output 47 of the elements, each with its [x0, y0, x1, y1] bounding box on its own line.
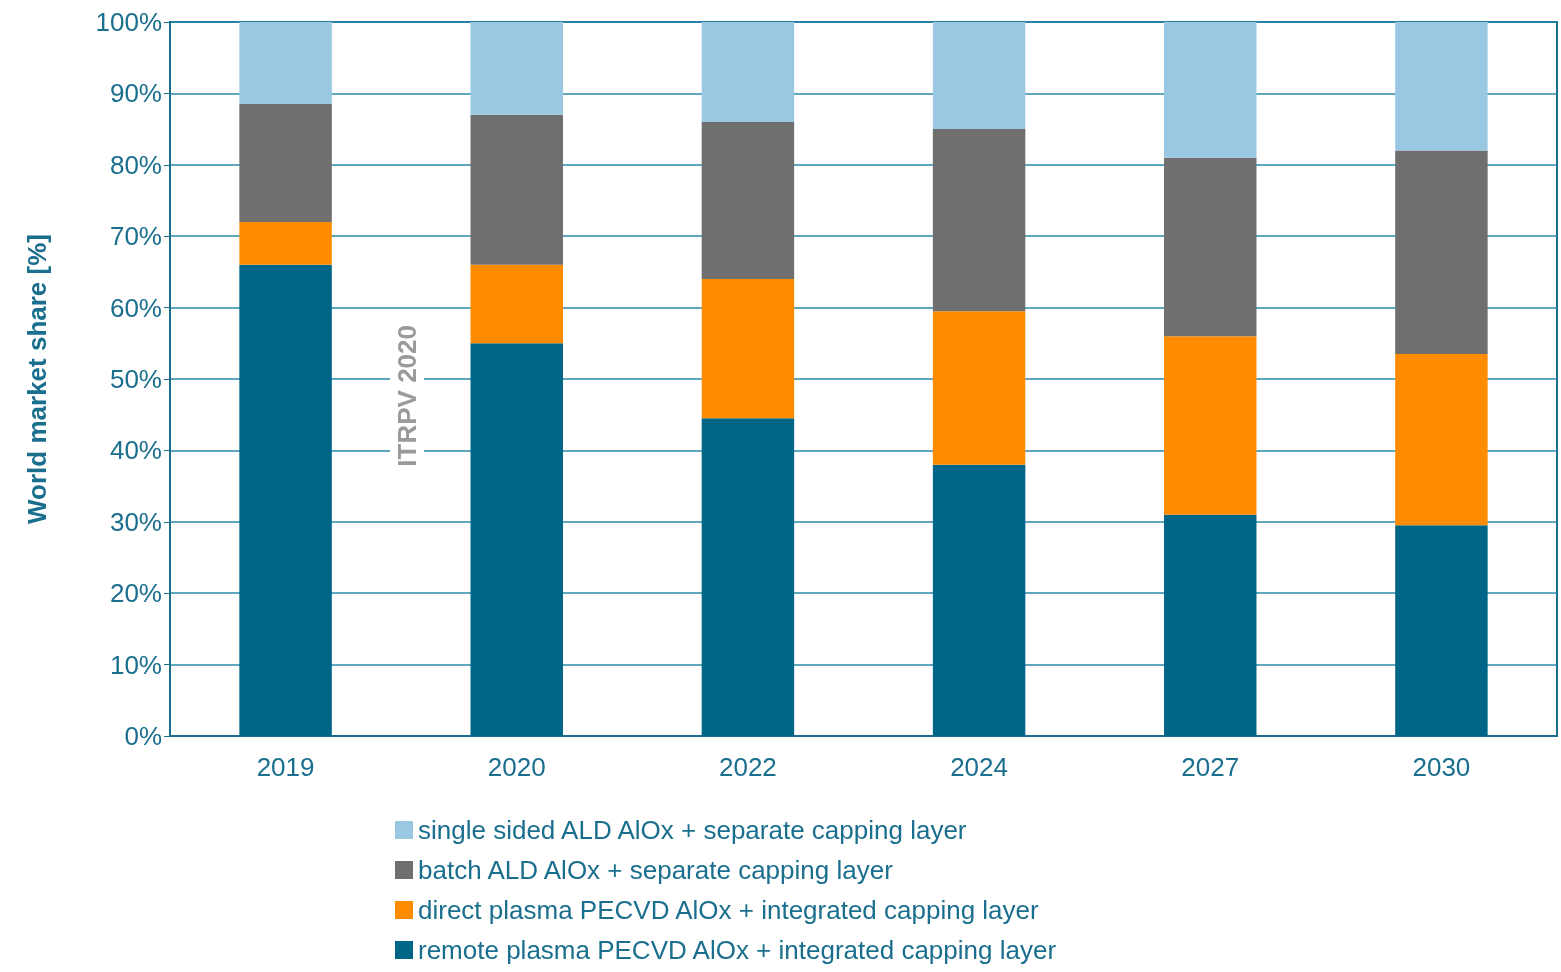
bar — [932, 129, 1026, 312]
bar — [1395, 354, 1488, 526]
y-tick-label: 30% — [109, 506, 162, 537]
bar — [701, 22, 795, 122]
bar — [1164, 336, 1257, 515]
bar — [239, 264, 332, 736]
bar — [701, 121, 795, 280]
x-tick-label: 2022 — [718, 752, 777, 782]
bar — [1164, 514, 1257, 736]
y-tick-label: 0% — [124, 721, 162, 751]
bar — [1164, 157, 1257, 337]
legend-label: batch ALD AlOx + separate capping layer — [418, 855, 894, 885]
y-tick-label: 90% — [109, 78, 162, 109]
y-tick-label: 40% — [109, 435, 162, 466]
x-tick-label: 2020 — [487, 752, 546, 782]
bar — [1395, 150, 1488, 355]
y-tick-label: 80% — [109, 149, 162, 180]
bar — [239, 104, 332, 222]
bar — [239, 22, 332, 105]
bar — [470, 22, 563, 115]
legend-label: direct plasma PECVD AlOx + integrated capping layer — [418, 895, 1040, 925]
bar — [701, 279, 795, 419]
bar — [1164, 22, 1257, 158]
legend-label: single sided ALD AlOx + separate capping layer — [418, 815, 967, 845]
y-tick-label: 20% — [109, 578, 162, 609]
bar — [1395, 525, 1488, 736]
bar — [701, 418, 795, 736]
bar — [932, 22, 1026, 130]
y-tick-label: 50% — [109, 364, 162, 394]
y-tick-label: 100% — [95, 7, 162, 37]
x-tick-label: 2024 — [950, 752, 1009, 782]
bar — [932, 464, 1026, 736]
y-tick-label: 70% — [109, 221, 162, 252]
annotation: ITRPV 2020 — [392, 324, 422, 467]
bar — [1395, 22, 1488, 151]
x-tick-label: 2019 — [256, 752, 315, 782]
bar — [239, 221, 332, 265]
x-tick-label: 2030 — [1412, 752, 1471, 782]
legend-label: remote plasma PECVD AlOx + integrated capping layer — [418, 935, 1057, 965]
bar — [470, 343, 563, 736]
x-tick-label: 2027 — [1181, 752, 1240, 782]
bar — [470, 114, 563, 265]
bar — [932, 311, 1026, 465]
bar — [470, 264, 563, 344]
y-tick-label: 10% — [109, 649, 162, 680]
y-tick-label: 60% — [109, 292, 162, 323]
y-axis-title: World market share [%] — [22, 234, 52, 524]
